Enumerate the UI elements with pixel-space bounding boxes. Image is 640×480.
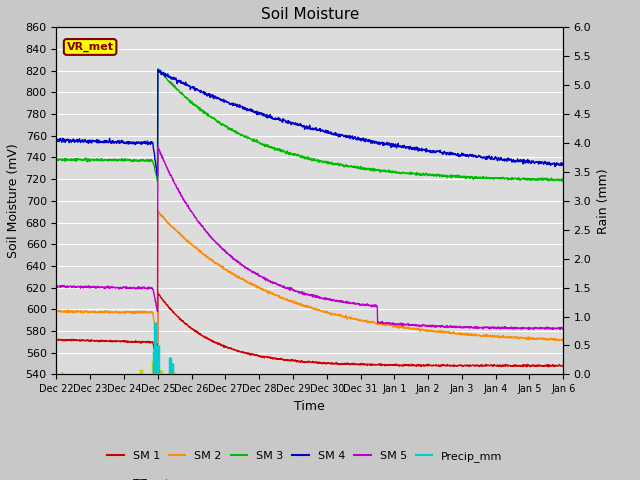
- SM 2: [279, 294, 287, 300]
- SM 2: [113, 309, 120, 314]
- SM 5: [113, 285, 120, 291]
- SM 5: [556, 326, 564, 332]
- SM 3: [559, 176, 567, 182]
- SM 3: [341, 162, 349, 168]
- X-axis label: Time: Time: [294, 400, 325, 413]
- Title: Soil Moisture: Soil Moisture: [260, 7, 359, 22]
- SM 2: [559, 338, 567, 344]
- SM 3: [268, 145, 276, 151]
- SM 4: [113, 139, 120, 144]
- Legend: TZ ppt: TZ ppt: [102, 475, 173, 480]
- SM 1: [92, 338, 100, 344]
- SM 5: [154, 144, 162, 149]
- SM 4: [268, 114, 276, 120]
- SM 1: [52, 337, 60, 343]
- SM 5: [92, 285, 100, 291]
- SM 2: [154, 340, 161, 346]
- SM 2: [154, 208, 162, 214]
- SM 4: [154, 173, 161, 179]
- SM 4: [342, 133, 349, 139]
- SM 2: [92, 310, 100, 316]
- SM 1: [287, 357, 295, 362]
- SM 3: [278, 149, 286, 155]
- SM 4: [288, 120, 296, 126]
- Line: SM 5: SM 5: [56, 146, 563, 329]
- SM 5: [52, 284, 60, 290]
- SM 4: [92, 138, 100, 144]
- SM 4: [52, 137, 60, 143]
- SM 1: [341, 360, 349, 366]
- SM 3: [558, 179, 566, 184]
- SM 2: [288, 299, 296, 305]
- Y-axis label: Rain (mm): Rain (mm): [597, 168, 610, 234]
- Line: SM 1: SM 1: [56, 292, 563, 367]
- Y-axis label: Soil Moisture (mV): Soil Moisture (mV): [7, 144, 20, 258]
- SM 1: [545, 364, 552, 370]
- SM 1: [278, 356, 286, 362]
- SM 5: [268, 279, 276, 285]
- SM 1: [559, 363, 567, 369]
- SM 5: [287, 287, 295, 292]
- SM 5: [341, 300, 349, 306]
- SM 2: [342, 313, 349, 319]
- SM 4: [279, 120, 287, 125]
- Line: SM 2: SM 2: [56, 211, 563, 343]
- SM 1: [113, 338, 120, 344]
- SM 3: [92, 157, 100, 163]
- SM 3: [154, 66, 162, 72]
- SM 5: [559, 326, 567, 332]
- SM 1: [154, 289, 162, 295]
- Line: SM 4: SM 4: [56, 70, 563, 176]
- SM 1: [268, 355, 276, 360]
- SM 4: [154, 67, 162, 72]
- Text: VR_met: VR_met: [67, 42, 114, 52]
- Line: SM 3: SM 3: [56, 69, 563, 181]
- SM 2: [268, 291, 276, 297]
- SM 4: [559, 162, 567, 168]
- SM 3: [113, 157, 120, 163]
- SM 2: [52, 309, 60, 315]
- SM 5: [278, 284, 286, 289]
- SM 3: [287, 151, 295, 156]
- SM 3: [52, 156, 60, 162]
